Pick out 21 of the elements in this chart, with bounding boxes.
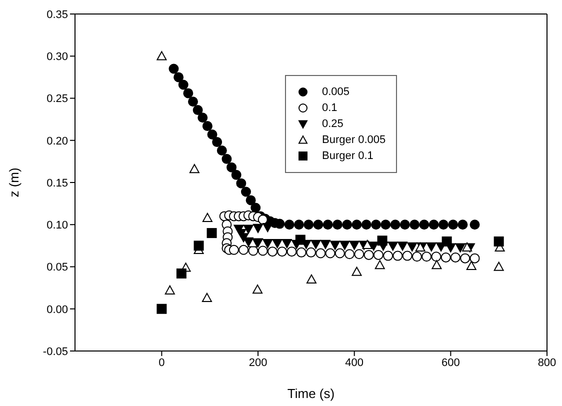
x-tick-label: 200: [248, 356, 268, 369]
legend-label: 0.25: [322, 118, 344, 130]
y-tick-label: 0.00: [46, 304, 68, 316]
legend-label: 0.1: [322, 102, 338, 114]
legend-label: 0.005: [322, 86, 350, 98]
y-tick-label: 0.35: [46, 8, 68, 21]
x-axis-title: Time (s): [287, 386, 335, 401]
x-tick-label: 600: [441, 356, 460, 369]
y-tick-label: 0.15: [46, 177, 68, 190]
y-tick-label: 0.10: [46, 220, 68, 232]
x-tick-label: 800: [538, 356, 556, 369]
y-tick-label: 0.05: [46, 262, 68, 274]
y-tick-label: 0.30: [46, 51, 68, 64]
y-tick-label: 0.20: [46, 135, 68, 148]
y-tick-label: 0.25: [46, 93, 68, 106]
y-tick-label: -0.05: [42, 346, 68, 358]
x-tick-label: 400: [345, 356, 364, 369]
legend-label: Burger 0.1: [322, 150, 374, 162]
y-axis-title: z (m): [6, 168, 22, 198]
x-tick-label: 0: [158, 356, 165, 369]
legend-label: Burger 0.005: [322, 134, 386, 146]
